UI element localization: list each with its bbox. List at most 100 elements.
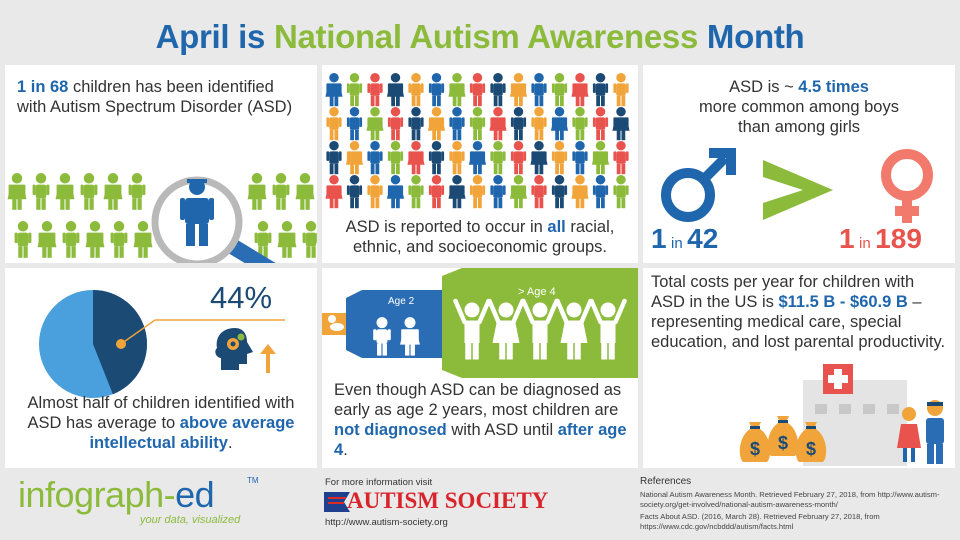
boys-ratio: 1 in 42 bbox=[651, 223, 719, 254]
boy-icon bbox=[272, 173, 290, 210]
reference-2: Facts About ASD. (2016, March 28). Retri… bbox=[640, 512, 880, 531]
boy-icon bbox=[408, 72, 424, 107]
girl-icon bbox=[247, 173, 267, 210]
boy-icon bbox=[592, 106, 609, 141]
magnifier-icon bbox=[151, 176, 276, 263]
boy-icon bbox=[592, 174, 609, 209]
gender-text: ASD is ~ 4.5 times more common among boy… bbox=[699, 78, 899, 136]
male-symbol-icon bbox=[661, 148, 736, 222]
autism-society-flag-icon bbox=[322, 490, 352, 514]
girl-icon bbox=[386, 174, 405, 209]
boy-icon bbox=[572, 140, 588, 175]
infograph-ed-logo: infograph-ed bbox=[18, 474, 215, 515]
prevalence-text: 1 in 68 children has been identified wit… bbox=[17, 78, 293, 116]
age4-label: > Age 4 bbox=[518, 286, 556, 298]
boy-icon bbox=[346, 174, 363, 209]
girl-icon bbox=[55, 173, 75, 210]
girls-ratio: 1 in 189 bbox=[839, 223, 922, 254]
girl-icon bbox=[85, 221, 105, 258]
boy-icon bbox=[428, 72, 445, 107]
boy-icon bbox=[367, 174, 383, 209]
references-title: References bbox=[640, 476, 692, 487]
boy-icon bbox=[326, 106, 342, 141]
all-groups-text: ASD is reported to occur in all racial, … bbox=[345, 218, 615, 256]
boy-icon bbox=[110, 221, 128, 258]
boy-icon bbox=[408, 174, 424, 209]
boy-icon bbox=[613, 174, 629, 209]
girl-icon bbox=[591, 140, 610, 175]
panel-all-groups: ASD is reported to occur in all racial, … bbox=[322, 65, 638, 263]
boy-icon bbox=[510, 106, 527, 141]
boy-icon bbox=[373, 317, 391, 356]
boy-icon bbox=[613, 72, 629, 107]
page-title: April is National Autism Awareness Month bbox=[155, 18, 805, 55]
girl-icon bbox=[407, 140, 425, 175]
girl-icon bbox=[325, 174, 343, 209]
boy-icon bbox=[531, 174, 547, 209]
age2-label: Age 2 bbox=[388, 296, 415, 307]
diverse-people-grid bbox=[325, 72, 630, 209]
boy-icon bbox=[428, 174, 445, 209]
costs-text: Total costs per year for children with A… bbox=[651, 273, 946, 351]
girl-icon bbox=[489, 106, 507, 141]
autism-society-url[interactable]: http://www.autism-society.org bbox=[325, 517, 448, 528]
boy-icon bbox=[326, 140, 342, 175]
boy-icon bbox=[32, 173, 50, 210]
percent-label: 44% bbox=[210, 280, 273, 315]
cheering-child-icon bbox=[487, 298, 525, 360]
arrow-up-icon bbox=[260, 344, 276, 373]
svg-text:$: $ bbox=[806, 439, 816, 459]
more-info-label: For more information visit bbox=[325, 477, 433, 488]
girl-icon bbox=[448, 72, 466, 107]
brain-gears-icon bbox=[215, 328, 253, 370]
girl-icon bbox=[103, 173, 123, 210]
girl-icon bbox=[295, 173, 315, 210]
boy-icon bbox=[490, 72, 506, 107]
greater-than-icon bbox=[763, 160, 833, 220]
boy-icon bbox=[551, 72, 568, 107]
panel-diagnosis-age: Age 2 > Age 4 Even though ASD can be dia… bbox=[322, 268, 638, 468]
logo-tagline: your data, visualized bbox=[140, 514, 241, 526]
boy-icon bbox=[592, 72, 609, 107]
boy-icon bbox=[469, 174, 486, 209]
boy-icon bbox=[572, 106, 588, 141]
costs-graphic: $ $ $ bbox=[739, 364, 944, 466]
girl-icon bbox=[530, 140, 548, 175]
boy-icon bbox=[254, 221, 272, 258]
girl-icon bbox=[386, 72, 405, 107]
panel-intellectual: 44% Almost half of children identified w… bbox=[5, 268, 317, 468]
girl-icon bbox=[400, 317, 420, 356]
intellectual-text: Almost half of children identified with … bbox=[27, 394, 295, 452]
boy-icon bbox=[613, 140, 629, 175]
diagnosis-text: Even though ASD can be diagnosed as earl… bbox=[334, 381, 627, 459]
logo-tm: TM bbox=[247, 476, 259, 485]
boy-icon bbox=[469, 106, 486, 141]
cheering-child-icon bbox=[555, 298, 593, 360]
girl-icon bbox=[571, 72, 589, 107]
girl-icon bbox=[448, 174, 466, 209]
boy-icon bbox=[346, 72, 363, 107]
boy-icon bbox=[367, 140, 383, 175]
female-symbol-icon bbox=[881, 149, 933, 223]
boy-icon bbox=[128, 173, 146, 210]
cheering-child-icon bbox=[521, 298, 559, 360]
boy-icon bbox=[510, 140, 527, 175]
percent-pie-chart bbox=[39, 290, 285, 398]
reference-1: National Autism Awareness Month. Retriev… bbox=[640, 490, 940, 509]
money-bag-icon: $ bbox=[795, 422, 827, 462]
boy-icon bbox=[551, 140, 568, 175]
boy-icon bbox=[14, 221, 32, 258]
svg-text:$: $ bbox=[750, 439, 760, 459]
boy-icon bbox=[490, 174, 506, 209]
money-bag-icon: $ bbox=[739, 422, 771, 462]
panel-prevalence: 1 in 68 children has been identified wit… bbox=[5, 65, 317, 263]
diagnosis-age-graphic bbox=[322, 268, 638, 378]
boy-icon bbox=[449, 106, 465, 141]
boy-icon bbox=[302, 221, 317, 258]
parent-child-icon bbox=[897, 400, 944, 464]
boy-icon bbox=[387, 106, 404, 141]
svg-text:$: $ bbox=[778, 433, 788, 453]
girl-icon bbox=[133, 221, 153, 258]
girl-icon bbox=[550, 106, 569, 141]
girl-icon bbox=[325, 72, 343, 107]
